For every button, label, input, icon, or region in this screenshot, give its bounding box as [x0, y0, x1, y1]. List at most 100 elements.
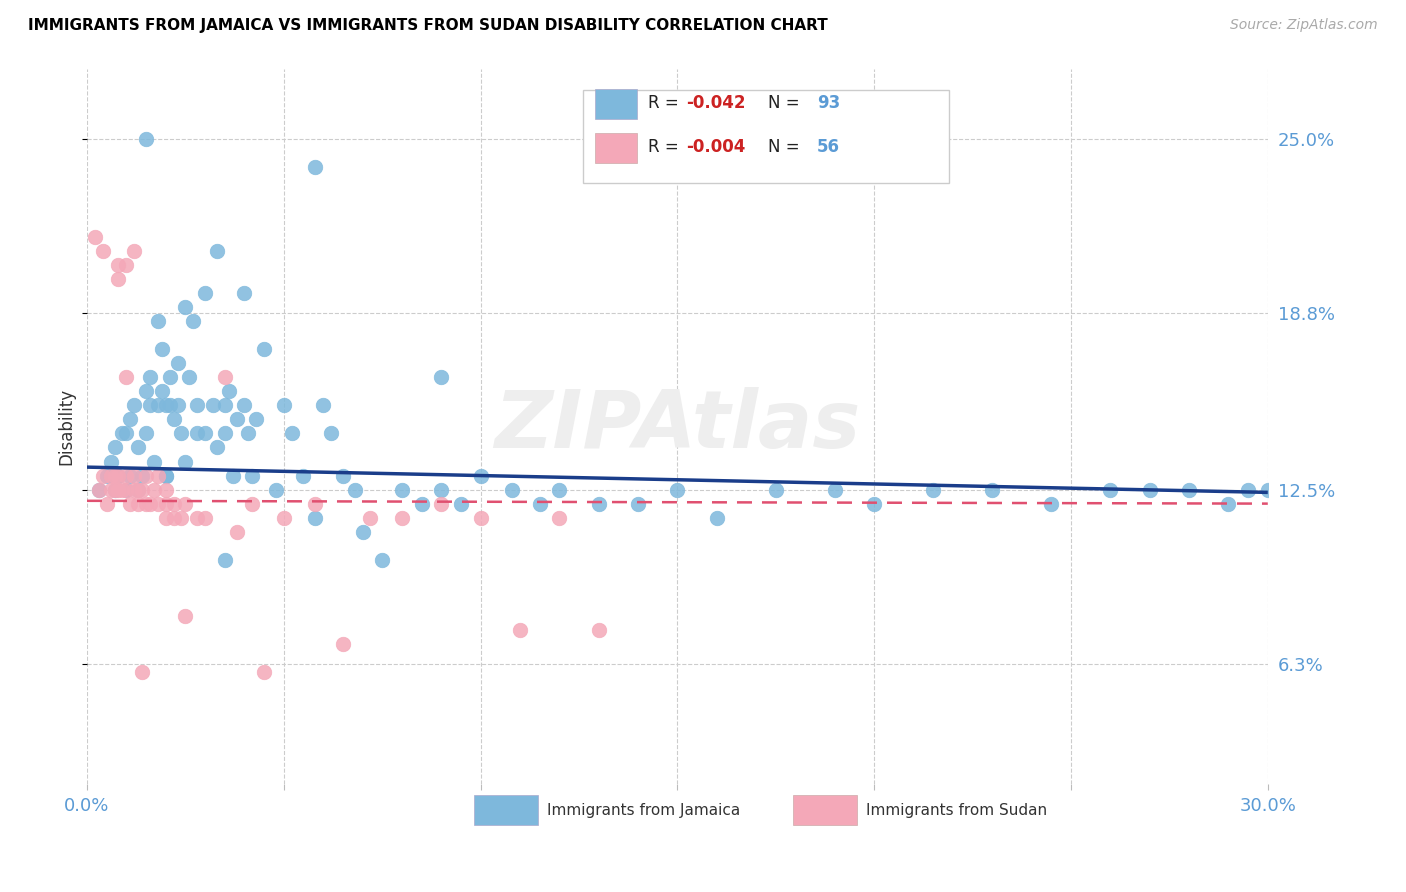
Point	[450, 497, 472, 511]
Point	[174, 608, 197, 623]
Point	[238, 426, 260, 441]
Point	[319, 426, 342, 441]
Text: 93: 93	[817, 94, 839, 112]
Point	[155, 497, 177, 511]
Point	[981, 483, 1004, 497]
Point	[1237, 483, 1260, 497]
Point	[115, 426, 138, 441]
FancyBboxPatch shape	[474, 795, 538, 825]
Point	[103, 483, 125, 497]
Point	[201, 398, 224, 412]
Point	[304, 160, 326, 174]
Point	[205, 441, 228, 455]
Point	[103, 441, 125, 455]
Point	[194, 286, 217, 301]
Point	[1178, 483, 1201, 497]
Point	[1139, 483, 1161, 497]
Point	[174, 454, 197, 468]
FancyBboxPatch shape	[595, 133, 637, 163]
Point	[359, 510, 381, 524]
Point	[155, 483, 177, 497]
Point	[588, 623, 610, 637]
Point	[273, 398, 295, 412]
Point	[186, 398, 208, 412]
Point	[87, 483, 110, 497]
Text: Immigrants from Jamaica: Immigrants from Jamaica	[547, 803, 741, 818]
Point	[150, 384, 173, 399]
Point	[162, 412, 184, 426]
Point	[139, 370, 162, 384]
Point	[115, 468, 138, 483]
Point	[155, 468, 177, 483]
Point	[96, 468, 118, 483]
Point	[1040, 497, 1063, 511]
Point	[501, 483, 523, 497]
Point	[122, 468, 145, 483]
Point	[103, 468, 125, 483]
Text: Source: ZipAtlas.com: Source: ZipAtlas.com	[1230, 18, 1378, 32]
Point	[233, 286, 256, 301]
Point	[304, 497, 326, 511]
Point	[139, 398, 162, 412]
Point	[135, 468, 157, 483]
Text: Immigrants from Sudan: Immigrants from Sudan	[866, 803, 1047, 818]
Point	[824, 483, 846, 497]
Point	[1257, 483, 1279, 497]
Point	[111, 483, 134, 497]
Point	[588, 497, 610, 511]
Point	[214, 370, 236, 384]
Point	[127, 483, 149, 497]
Point	[170, 510, 193, 524]
Text: IMMIGRANTS FROM JAMAICA VS IMMIGRANTS FROM SUDAN DISABILITY CORRELATION CHART: IMMIGRANTS FROM JAMAICA VS IMMIGRANTS FR…	[28, 18, 828, 33]
Point	[430, 497, 453, 511]
Point	[166, 398, 188, 412]
Point	[391, 483, 413, 497]
Point	[273, 510, 295, 524]
Point	[706, 510, 728, 524]
Point	[100, 483, 122, 497]
Point	[122, 398, 145, 412]
Point	[922, 483, 945, 497]
Point	[107, 258, 129, 272]
FancyBboxPatch shape	[595, 88, 637, 119]
Point	[352, 524, 374, 539]
Point	[225, 524, 247, 539]
Text: -0.004: -0.004	[686, 138, 745, 156]
Text: N =: N =	[768, 138, 806, 156]
Point	[666, 483, 689, 497]
Point	[103, 483, 125, 497]
Point	[264, 483, 287, 497]
Point	[107, 483, 129, 497]
Y-axis label: Disability: Disability	[58, 388, 75, 465]
Point	[162, 497, 184, 511]
Point	[100, 468, 122, 483]
Point	[214, 553, 236, 567]
Point	[155, 468, 177, 483]
Point	[162, 510, 184, 524]
Point	[470, 468, 492, 483]
Point	[170, 426, 193, 441]
Point	[96, 497, 118, 511]
Point	[120, 497, 142, 511]
Point	[430, 370, 453, 384]
Point	[194, 426, 217, 441]
Point	[146, 497, 169, 511]
Point	[115, 258, 138, 272]
Point	[100, 454, 122, 468]
Point	[91, 244, 114, 258]
Point	[332, 637, 354, 651]
Point	[225, 412, 247, 426]
Point	[146, 314, 169, 328]
Point	[150, 343, 173, 357]
Point	[83, 230, 105, 244]
Point	[194, 510, 217, 524]
Point	[332, 468, 354, 483]
Point	[240, 468, 263, 483]
Point	[253, 665, 276, 679]
Point	[107, 468, 129, 483]
Point	[120, 412, 142, 426]
Point	[245, 412, 267, 426]
Point	[174, 300, 197, 314]
FancyBboxPatch shape	[793, 795, 856, 825]
Point	[343, 483, 366, 497]
